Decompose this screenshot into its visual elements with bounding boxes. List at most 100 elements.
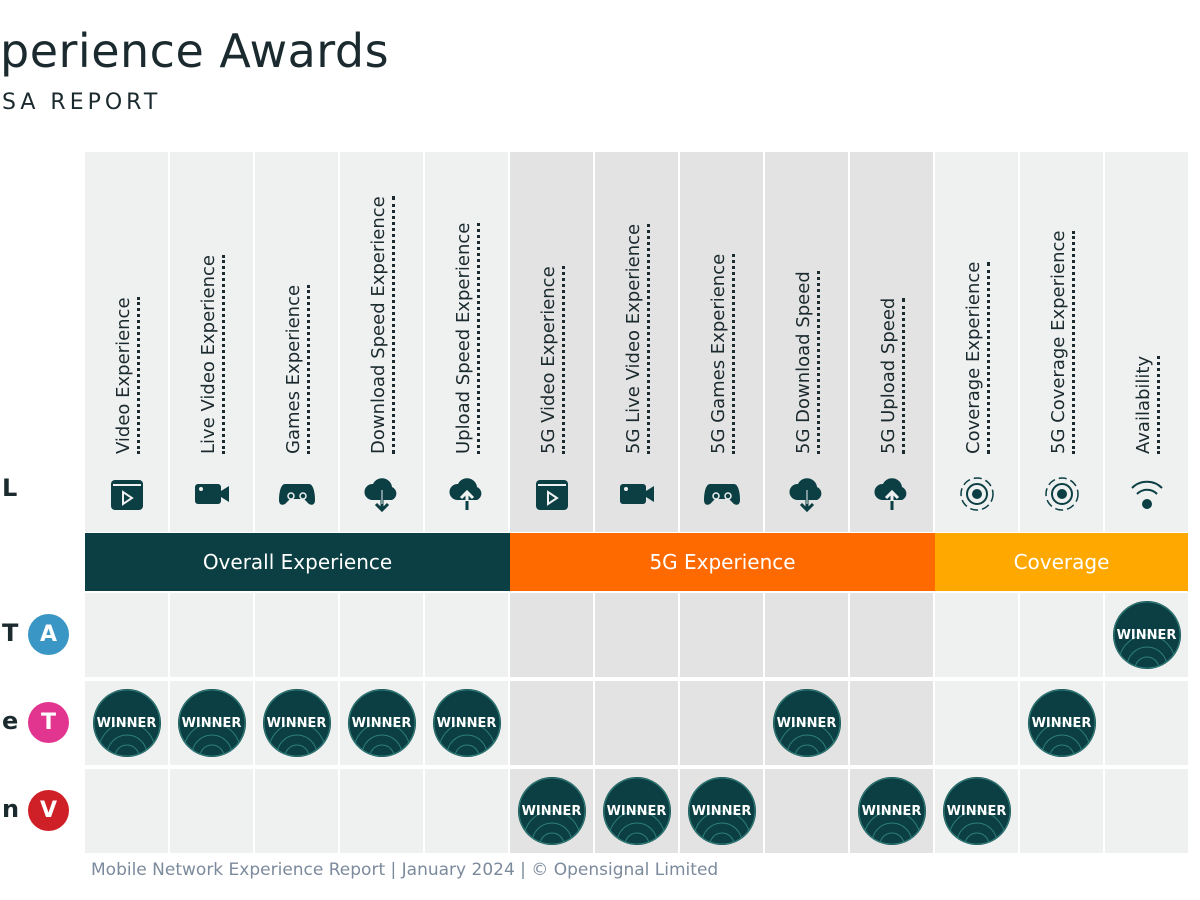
column-header: 5G Download Speed bbox=[765, 152, 848, 532]
winner-badge: WINNER bbox=[432, 689, 501, 757]
award-cell bbox=[255, 593, 338, 677]
operator-name-fragment: n bbox=[2, 795, 20, 823]
column-header: 5G Upload Speed bbox=[850, 152, 933, 532]
column-header: 5G Coverage Experience bbox=[1020, 152, 1103, 532]
page-title: perience Awards bbox=[0, 24, 390, 78]
signal-radar-icon bbox=[957, 474, 997, 514]
award-cell: WINNER bbox=[340, 681, 423, 765]
award-cell: WINNER bbox=[1020, 681, 1103, 765]
award-cell: WINNER bbox=[850, 769, 933, 853]
column-label: Download Speed Experience bbox=[367, 196, 395, 454]
winner-badge: WINNER bbox=[942, 777, 1011, 845]
column-label: Coverage Experience bbox=[962, 261, 990, 454]
award-cell: WINNER bbox=[85, 681, 168, 765]
award-cell bbox=[425, 593, 508, 677]
award-cell: WINNER bbox=[170, 681, 253, 765]
award-cell bbox=[850, 593, 933, 677]
award-cell bbox=[85, 593, 168, 677]
award-cell: WINNER bbox=[510, 769, 593, 853]
column-header: Coverage Experience bbox=[935, 152, 1018, 532]
signal-radar-icon bbox=[1042, 474, 1082, 514]
column-label: 5G Video Experience bbox=[537, 266, 565, 454]
award-cell: WINNER bbox=[935, 769, 1018, 853]
award-cell: WINNER bbox=[595, 769, 678, 853]
award-cell bbox=[765, 769, 848, 853]
award-cell bbox=[595, 593, 678, 677]
award-cell: WINNER bbox=[765, 681, 848, 765]
award-cell: WINNER bbox=[1105, 593, 1188, 677]
award-cell bbox=[1105, 681, 1188, 765]
operator-avatar: V bbox=[28, 790, 69, 831]
column-label: 5G Games Experience bbox=[707, 253, 735, 454]
column-header: 5G Video Experience bbox=[510, 152, 593, 532]
award-cell bbox=[935, 593, 1018, 677]
column-label: 5G Download Speed bbox=[792, 271, 820, 454]
gamepad-icon bbox=[702, 474, 742, 514]
clapper-play-icon bbox=[107, 474, 147, 514]
column-label: Games Experience bbox=[282, 284, 310, 454]
column-label: Upload Speed Experience bbox=[452, 222, 480, 454]
operator-avatar: T bbox=[28, 702, 69, 743]
award-cell bbox=[510, 593, 593, 677]
operator-name-fragment: T bbox=[2, 619, 19, 647]
award-cell bbox=[765, 593, 848, 677]
group-band: Coverage bbox=[935, 533, 1188, 591]
winner-badge: WINNER bbox=[347, 689, 416, 757]
winner-badge: WINNER bbox=[602, 777, 671, 845]
award-cell bbox=[85, 769, 168, 853]
cloud-download-icon bbox=[787, 474, 827, 514]
wifi-signal-icon bbox=[1127, 474, 1167, 514]
winner-badge: WINNER bbox=[92, 689, 161, 757]
clapper-play-icon bbox=[532, 474, 572, 514]
header-row-label-fragment: L bbox=[2, 474, 18, 502]
award-cell: WINNER bbox=[255, 681, 338, 765]
award-cell bbox=[1105, 769, 1188, 853]
page-subtitle: SA REPORT bbox=[2, 90, 162, 115]
video-camera-icon bbox=[192, 474, 232, 514]
award-cell bbox=[255, 769, 338, 853]
column-header: Video Experience bbox=[85, 152, 168, 532]
award-cell bbox=[1020, 593, 1103, 677]
gamepad-icon bbox=[277, 474, 317, 514]
winner-badge: WINNER bbox=[177, 689, 246, 757]
winner-badge: WINNER bbox=[1027, 689, 1096, 757]
column-label: 5G Coverage Experience bbox=[1047, 230, 1075, 454]
award-cell bbox=[170, 593, 253, 677]
winner-badge: WINNER bbox=[517, 777, 586, 845]
award-cell bbox=[680, 681, 763, 765]
winner-badge: WINNER bbox=[687, 777, 756, 845]
column-header: Availability bbox=[1105, 152, 1188, 532]
column-header: 5G Games Experience bbox=[680, 152, 763, 532]
column-label: Video Experience bbox=[112, 297, 140, 454]
award-cell bbox=[170, 769, 253, 853]
group-band: 5G Experience bbox=[510, 533, 935, 591]
column-header: Games Experience bbox=[255, 152, 338, 532]
award-cell bbox=[1020, 769, 1103, 853]
winner-badge: WINNER bbox=[262, 689, 331, 757]
video-camera-icon bbox=[617, 474, 657, 514]
award-cell bbox=[340, 593, 423, 677]
award-cell bbox=[595, 681, 678, 765]
column-header: 5G Live Video Experience bbox=[595, 152, 678, 532]
winner-badge: WINNER bbox=[1112, 601, 1181, 669]
winner-badge: WINNER bbox=[772, 689, 841, 757]
award-cell bbox=[680, 593, 763, 677]
column-header: Download Speed Experience bbox=[340, 152, 423, 532]
award-cell: WINNER bbox=[680, 769, 763, 853]
column-header: Live Video Experience bbox=[170, 152, 253, 532]
award-cell: WINNER bbox=[425, 681, 508, 765]
footer: Mobile Network Experience Report | Janua… bbox=[91, 860, 719, 880]
award-cell bbox=[340, 769, 423, 853]
column-label: 5G Live Video Experience bbox=[622, 223, 650, 454]
column-header: Upload Speed Experience bbox=[425, 152, 508, 532]
cloud-download-icon bbox=[362, 474, 402, 514]
column-label: Availability bbox=[1132, 355, 1160, 454]
winner-badge: WINNER bbox=[857, 777, 926, 845]
cloud-upload-icon bbox=[872, 474, 912, 514]
operator-name-fragment: e bbox=[2, 707, 19, 735]
cloud-upload-icon bbox=[447, 474, 487, 514]
operator-avatar: A bbox=[28, 614, 69, 655]
award-cell bbox=[425, 769, 508, 853]
group-band: Overall Experience bbox=[85, 533, 510, 591]
award-cell bbox=[510, 681, 593, 765]
